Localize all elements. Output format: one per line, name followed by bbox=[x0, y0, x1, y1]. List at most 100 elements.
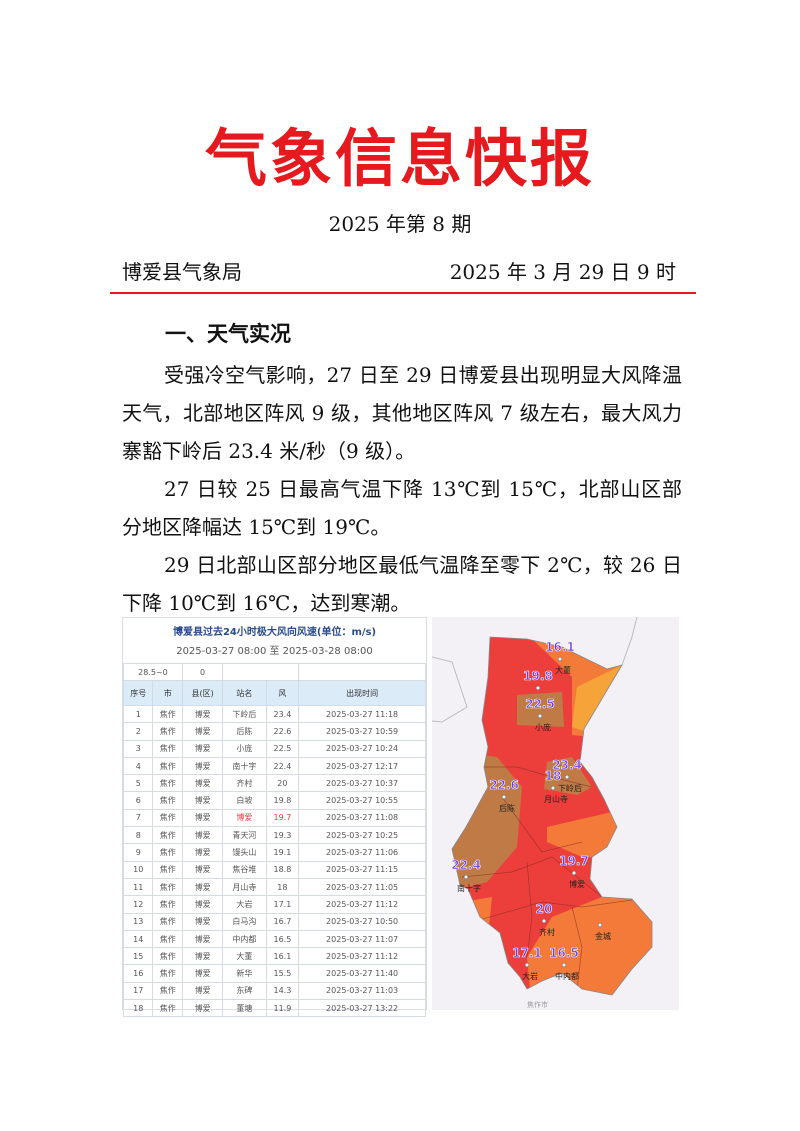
station-wind-value: 17.1 bbox=[512, 946, 542, 960]
table-cell: 3 bbox=[122, 739, 154, 758]
wind-map: 16.1 大董 19.8 22.5 小庞 23.4 下岭后 18 月山寺 22.6 后陈 22.4 南十… bbox=[431, 616, 679, 1010]
table-cell: 大董 bbox=[222, 947, 267, 966]
table-cell: 19.1 bbox=[265, 843, 300, 862]
table-cell: 16.7 bbox=[265, 912, 300, 931]
station-marker bbox=[524, 962, 530, 968]
table-cell: 22.5 bbox=[265, 739, 300, 758]
station-name: 金城 bbox=[595, 931, 611, 941]
station-name: 下岭后 bbox=[558, 783, 582, 793]
table-cell: 博爱 bbox=[181, 722, 224, 741]
table-cell: 2025-03-27 11:40 bbox=[298, 964, 426, 983]
station-wind-value: 20 bbox=[536, 902, 553, 916]
table-cell: 11 bbox=[122, 877, 154, 897]
table-cell: 焦作 bbox=[152, 704, 183, 724]
table-cell: 博爱 bbox=[181, 947, 224, 966]
column-header: 序号 bbox=[122, 680, 154, 706]
table-cell: 2025-03-27 10:37 bbox=[298, 774, 426, 793]
column-header: 风 bbox=[265, 680, 300, 706]
table-cell: 焦作 bbox=[152, 739, 183, 758]
table-cell: 22.4 bbox=[265, 756, 300, 776]
table-cell: 17 bbox=[122, 981, 154, 1001]
table-cell: 16 bbox=[122, 964, 154, 983]
filter-cell: 28.5~0 bbox=[123, 663, 183, 681]
station-wind-value: 19.8 bbox=[523, 669, 553, 683]
filter-cell: 0 bbox=[181, 663, 224, 681]
station-marker bbox=[541, 918, 547, 924]
station-marker bbox=[535, 685, 541, 691]
table-row: 9 焦作 博爱 馒头山 19.1 2025-03-27 11:06 bbox=[122, 843, 426, 862]
table-cell: 7 bbox=[122, 808, 154, 828]
table-cell: 博爱 bbox=[181, 739, 224, 758]
table-cell: 焦作 bbox=[152, 774, 183, 793]
table-cell: 东碑 bbox=[222, 981, 267, 1001]
table-row: 5 焦作 博爱 齐村 20 2025-03-27 10:37 bbox=[122, 774, 426, 793]
issue-date: 2025 年 3 月 29 日 9 时 bbox=[449, 260, 676, 284]
table-cell: 月山寺 bbox=[222, 877, 267, 897]
table-cell: 焦作 bbox=[152, 999, 183, 1018]
station-name: 小庞 bbox=[535, 722, 551, 732]
page-title: 气象信息快报 bbox=[204, 122, 595, 195]
table-cell: 新华 bbox=[222, 964, 267, 983]
table-row: 18 焦作 博爱 董塘 11.9 2025-03-27 13:22 bbox=[122, 999, 426, 1018]
table-cell: 南十字 bbox=[222, 756, 267, 776]
station-wind-value: 22.4 bbox=[451, 858, 481, 872]
column-header: 市 bbox=[152, 680, 183, 706]
table-row: 3 焦作 博爱 小庞 22.5 2025-03-27 10:24 bbox=[122, 739, 426, 758]
table-cell: 焦作 bbox=[152, 722, 183, 741]
table-cell: 焦作 bbox=[152, 929, 183, 949]
table-row: 6 焦作 博爱 白坡 19.8 2025-03-27 10:55 bbox=[122, 791, 426, 810]
table-row: 13 焦作 博爱 白马沟 16.7 2025-03-27 10:50 bbox=[122, 912, 426, 931]
table-cell: 焦谷堆 bbox=[222, 860, 267, 879]
table-cell: 15 bbox=[122, 947, 154, 966]
table-cell: 12 bbox=[122, 895, 154, 914]
table-cell: 博爱 bbox=[222, 808, 267, 828]
station-marker bbox=[564, 774, 570, 780]
table-cell: 15.5 bbox=[265, 964, 300, 983]
table-cell: 博爱 bbox=[181, 704, 224, 724]
boundary-line bbox=[621, 616, 638, 666]
station-marker bbox=[557, 656, 563, 662]
table-cell: 19.3 bbox=[265, 826, 300, 845]
station-marker bbox=[597, 922, 603, 928]
region-yellow bbox=[572, 665, 622, 732]
station-wind-value: 18 bbox=[545, 769, 562, 783]
table-row: 17 焦作 博爱 东碑 14.3 2025-03-27 11:03 bbox=[122, 981, 426, 1001]
table-cell: 20 bbox=[265, 774, 300, 793]
table-cell: 焦作 bbox=[152, 981, 183, 1001]
table-cell: 2025-03-27 10:24 bbox=[298, 739, 426, 758]
table-cell: 11.9 bbox=[265, 999, 300, 1018]
table-cell: 2025-03-27 11:15 bbox=[298, 860, 426, 879]
station-marker bbox=[463, 874, 469, 880]
table-cell: 博爱 bbox=[181, 756, 224, 776]
table-cell: 13 bbox=[122, 912, 154, 931]
table-cell: 焦作 bbox=[152, 756, 183, 776]
table-cell: 14.3 bbox=[265, 981, 300, 1001]
table-cell: 博爱 bbox=[181, 877, 224, 897]
table-cell: 16.5 bbox=[265, 929, 300, 949]
table-cell: 大岩 bbox=[222, 895, 267, 914]
table-cell: 2 bbox=[122, 722, 154, 741]
table-cell: 2025-03-27 11:18 bbox=[298, 704, 426, 724]
table-cell: 焦作 bbox=[152, 860, 183, 879]
table-row: 15 焦作 博爱 大董 16.1 2025-03-27 11:12 bbox=[122, 947, 426, 966]
station-name: 中内都 bbox=[555, 971, 579, 981]
station-name: 后陈 bbox=[499, 803, 515, 813]
table-cell: 2025-03-27 10:25 bbox=[298, 826, 426, 845]
table-range: 2025-03-27 08:00 至 2025-03-28 08:00 bbox=[176, 646, 373, 657]
table-cell: 白坡 bbox=[222, 791, 267, 810]
table-row: 16 焦作 博爱 新华 15.5 2025-03-27 11:40 bbox=[122, 964, 426, 983]
station-wind-value: 22.5 bbox=[525, 697, 555, 711]
table-cell: 焦作 bbox=[152, 843, 183, 862]
table-cell: 中内都 bbox=[222, 929, 267, 949]
table-cell: 焦作 bbox=[152, 877, 183, 897]
table-cell: 博爱 bbox=[181, 774, 224, 793]
table-row: 8 焦作 博爱 青天河 19.3 2025-03-27 10:25 bbox=[122, 826, 426, 845]
table-cell: 8 bbox=[122, 826, 154, 845]
table-cell: 14 bbox=[122, 929, 154, 949]
table-cell: 焦作 bbox=[152, 826, 183, 845]
paragraph: 受强冷空气影响，27 日至 29 日博爱县出现明显大风降温天气，北部地区阵风 9… bbox=[122, 363, 682, 463]
table-cell: 焦作 bbox=[152, 895, 183, 914]
table-cell: 2025-03-27 10:50 bbox=[298, 912, 426, 931]
table-cell: 焦作 bbox=[152, 947, 183, 966]
